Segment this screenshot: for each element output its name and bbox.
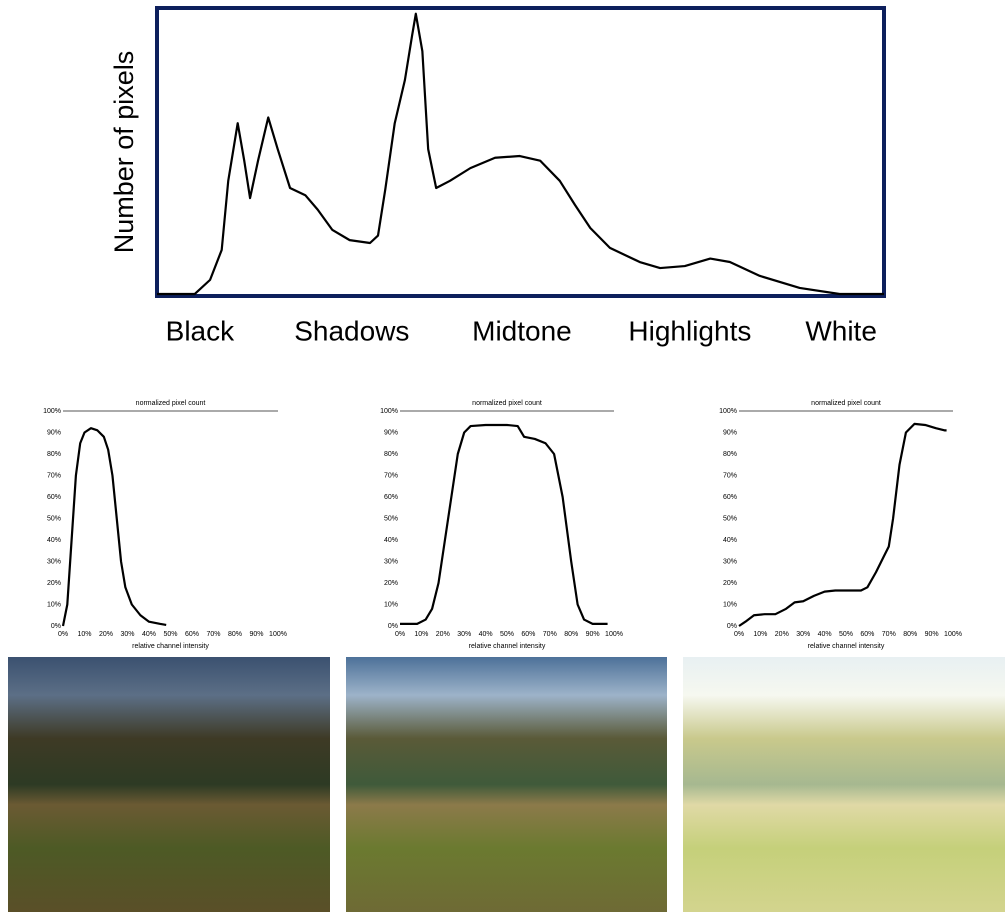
y-tick-label: 90% bbox=[47, 429, 61, 436]
x-tick-label: 50% bbox=[163, 631, 177, 638]
histogram-line bbox=[157, 12, 884, 296]
y-tick-label: 70% bbox=[47, 472, 61, 479]
photo-dark bbox=[8, 657, 330, 912]
x-tick-label: 60% bbox=[521, 631, 535, 638]
y-tick-label: 30% bbox=[47, 558, 61, 565]
x-tick-label: 100% bbox=[605, 631, 623, 638]
x-tick-label: 80% bbox=[564, 631, 578, 638]
x-tick-label: 50% bbox=[500, 631, 514, 638]
x-tick-label: 100% bbox=[944, 631, 962, 638]
y-tick-label: 70% bbox=[384, 472, 398, 479]
x-tick-label: 40% bbox=[142, 631, 156, 638]
chart-title: normalized pixel count bbox=[136, 400, 206, 407]
y-tick-label: 20% bbox=[47, 580, 61, 587]
x-tick-label: 70% bbox=[206, 631, 220, 638]
charts: Number of pixels Black Shadows Midtone Highl… bbox=[43, 6, 962, 650]
x-tick-label: 40% bbox=[479, 631, 493, 638]
x-tick-label: 20% bbox=[99, 631, 113, 638]
x-axis-label: relative channel intensity bbox=[808, 643, 885, 650]
y-tick-label: 60% bbox=[384, 494, 398, 501]
x-tick-label: 10% bbox=[753, 631, 767, 638]
photo-mid bbox=[346, 657, 667, 912]
x-tick-label: 90% bbox=[586, 631, 600, 638]
y-tick-label: 90% bbox=[723, 429, 737, 436]
x-tick-label: 0% bbox=[395, 631, 405, 638]
plot-frame bbox=[155, 6, 886, 298]
histogram-line bbox=[61, 427, 167, 627]
x-axis-label: relative channel intensity bbox=[132, 643, 209, 650]
x-tick-label: 80% bbox=[903, 631, 917, 638]
y-tick-label: 20% bbox=[384, 580, 398, 587]
x-tick-label: 10% bbox=[414, 631, 428, 638]
y-tick-label: 10% bbox=[47, 601, 61, 608]
y-axis-label: Number of pixels bbox=[109, 51, 139, 254]
y-tick-label: 100% bbox=[380, 408, 398, 415]
x-tick-label: 40% bbox=[818, 631, 832, 638]
y-tick-label: 80% bbox=[384, 451, 398, 458]
y-tick-label: 80% bbox=[47, 451, 61, 458]
x-tick-label: 90% bbox=[925, 631, 939, 638]
x-tick-label: Shadows bbox=[294, 315, 409, 346]
x-tick-label: Highlights bbox=[628, 315, 751, 346]
x-tick-label: 20% bbox=[436, 631, 450, 638]
y-tick-label: 50% bbox=[723, 515, 737, 522]
y-tick-label: 30% bbox=[723, 558, 737, 565]
y-tick-label: 10% bbox=[723, 601, 737, 608]
y-tick-label: 60% bbox=[47, 494, 61, 501]
x-tick-label: 50% bbox=[839, 631, 853, 638]
y-tick-label: 60% bbox=[723, 494, 737, 501]
x-tick-label: 30% bbox=[120, 631, 134, 638]
y-tick-label: 40% bbox=[384, 537, 398, 544]
x-tick-label: 70% bbox=[882, 631, 896, 638]
y-tick-label: 0% bbox=[727, 623, 737, 630]
chart-title: normalized pixel count bbox=[811, 400, 881, 407]
chart-title: normalized pixel count bbox=[472, 400, 542, 407]
y-tick-label: 90% bbox=[384, 429, 398, 436]
y-tick-label: 50% bbox=[47, 515, 61, 522]
y-tick-label: 100% bbox=[719, 408, 737, 415]
histogram-line bbox=[400, 423, 608, 625]
x-tick-label: 90% bbox=[249, 631, 263, 638]
y-tick-label: 0% bbox=[388, 623, 398, 630]
y-tick-label: 20% bbox=[723, 580, 737, 587]
y-tick-label: 40% bbox=[47, 537, 61, 544]
photo-bright bbox=[683, 657, 1005, 912]
x-tick-label: 100% bbox=[269, 631, 287, 638]
y-tick-label: 30% bbox=[384, 558, 398, 565]
x-tick-label: 30% bbox=[457, 631, 471, 638]
x-tick-label: 60% bbox=[860, 631, 874, 638]
x-tick-label: 10% bbox=[77, 631, 91, 638]
histogram-line bbox=[738, 422, 947, 627]
x-tick-label: 0% bbox=[734, 631, 744, 638]
y-tick-label: 100% bbox=[43, 408, 61, 415]
x-tick-label: 60% bbox=[185, 631, 199, 638]
y-tick-label: 10% bbox=[384, 601, 398, 608]
x-tick-label: 30% bbox=[796, 631, 810, 638]
x-tick-label: White bbox=[805, 315, 877, 346]
x-tick-label: 20% bbox=[775, 631, 789, 638]
y-tick-label: 40% bbox=[723, 537, 737, 544]
x-tick-label: 70% bbox=[543, 631, 557, 638]
y-tick-label: 0% bbox=[51, 623, 61, 630]
y-tick-label: 50% bbox=[384, 515, 398, 522]
x-tick-label: Midtone bbox=[472, 315, 572, 346]
x-tick-label: Black bbox=[166, 315, 235, 346]
x-tick-label: 80% bbox=[228, 631, 242, 638]
x-axis-label: relative channel intensity bbox=[469, 643, 546, 650]
x-tick-label: 0% bbox=[58, 631, 68, 638]
y-tick-label: 70% bbox=[723, 472, 737, 479]
y-tick-label: 80% bbox=[723, 451, 737, 458]
